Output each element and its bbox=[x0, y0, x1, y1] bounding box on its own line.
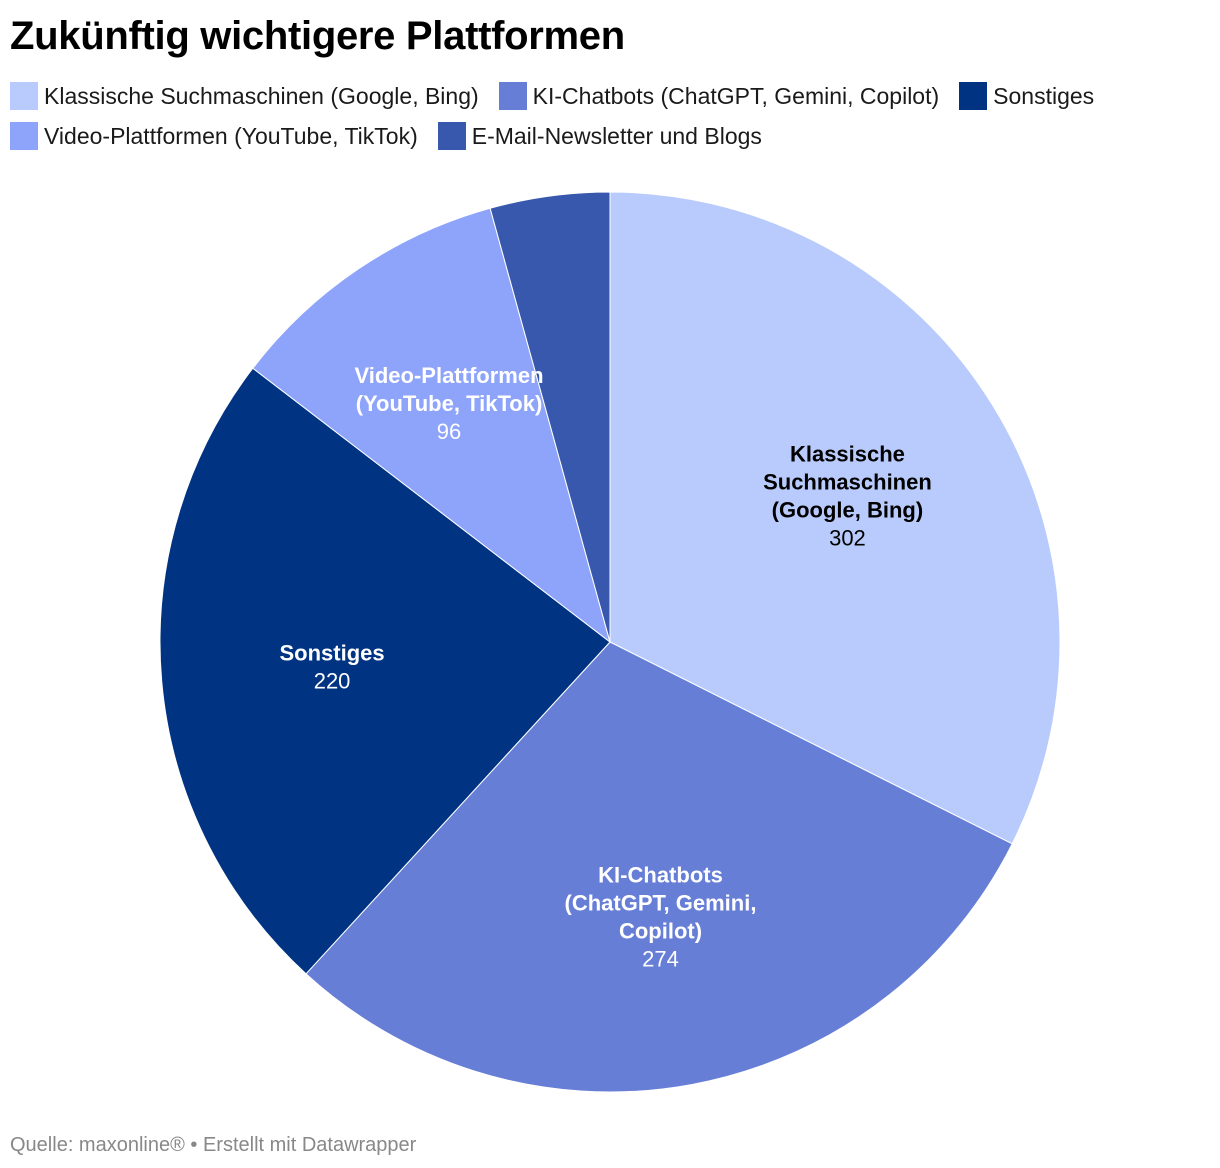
pie-slice bbox=[489, 191, 611, 643]
legend-swatch bbox=[498, 82, 527, 110]
slice-label-name: KI-Chatbots bbox=[598, 862, 723, 887]
chart-title: Zukünftig wichtigere Plattformen bbox=[10, 14, 625, 58]
pie-slice bbox=[305, 641, 1013, 1093]
chart-legend: Klassische Suchmaschinen (Google, Bing) K… bbox=[10, 82, 1210, 150]
slice-label: Video-Plattformen (YouTube, TikTok) 96 bbox=[354, 363, 543, 444]
legend-label: Sonstiges bbox=[993, 83, 1095, 109]
slice-label: Klassische Suchmaschinen (Google, Bing) 302 bbox=[763, 442, 932, 551]
legend-swatch bbox=[10, 82, 38, 110]
slice-label-name: Klassische bbox=[790, 442, 905, 467]
legend-item: Klassische Suchmaschinen (Google, Bing) bbox=[10, 82, 479, 110]
legend-item: KI-Chatbots (ChatGPT, Gemini, Copilot) bbox=[498, 82, 940, 110]
slice-label-name: (Google, Bing) bbox=[772, 498, 924, 523]
slice-value-label: 220 bbox=[314, 668, 351, 693]
slice-value-label: 302 bbox=[829, 526, 866, 551]
pie-slice bbox=[609, 191, 1061, 845]
slice-value-label: 274 bbox=[642, 946, 679, 971]
slice-label-name: (YouTube, TikTok) bbox=[356, 391, 543, 416]
legend-swatch bbox=[10, 122, 38, 150]
slice-label-name: Sonstiges bbox=[280, 640, 385, 665]
source-note: Quelle: maxonline® • Erstellt mit Datawr… bbox=[10, 1134, 417, 1156]
slice-label-name: (ChatGPT, Gemini, bbox=[565, 890, 757, 915]
pie-slice bbox=[252, 207, 611, 644]
slice-value-label: 96 bbox=[437, 419, 461, 444]
slice-label: Sonstiges 220 bbox=[280, 640, 385, 693]
legend-item: E-Mail-Newsletter und Blogs bbox=[437, 122, 762, 150]
slice-label-name: Video-Plattformen bbox=[354, 363, 543, 388]
legend-item: Video-Plattformen (YouTube, TikTok) bbox=[10, 122, 418, 150]
slice-labels: Klassische Suchmaschinen (Google, Bing) 302… bbox=[280, 363, 932, 971]
legend-item: Sonstiges bbox=[959, 82, 1094, 110]
legend-label: Video-Plattformen (YouTube, TikTok) bbox=[44, 123, 418, 149]
slice-label-name: Copilot) bbox=[619, 918, 702, 943]
legend-swatch bbox=[959, 82, 988, 110]
legend-label: E-Mail-Newsletter und Blogs bbox=[471, 123, 762, 149]
slice-label: KI-Chatbots (ChatGPT, Gemini, Copilot) 274 bbox=[565, 862, 757, 971]
legend-label: KI-Chatbots (ChatGPT, Gemini, Copilot) bbox=[532, 83, 940, 109]
pie-slice bbox=[159, 367, 611, 975]
slice-label-name: Suchmaschinen bbox=[763, 470, 932, 495]
legend-label: Klassische Suchmaschinen (Google, Bing) bbox=[44, 83, 479, 109]
legend-swatch bbox=[437, 122, 466, 150]
